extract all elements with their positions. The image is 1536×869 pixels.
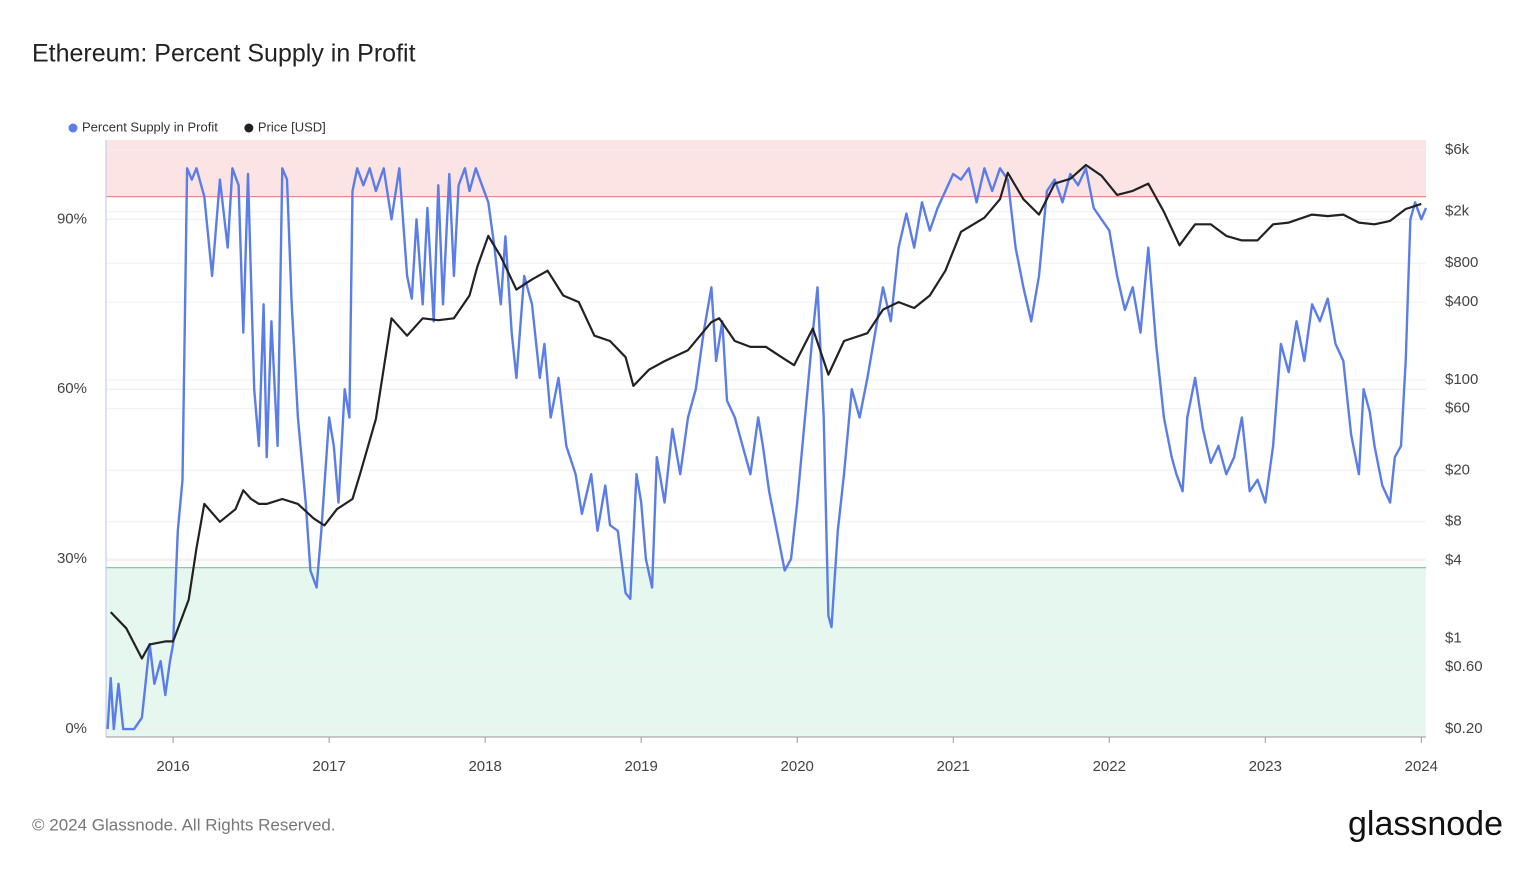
upper-band <box>106 140 1426 197</box>
x-tick-label: 2017 <box>312 758 345 775</box>
y2-tick-label: $8 <box>1445 513 1462 530</box>
series-line <box>106 167 1428 731</box>
y-tick-label: 60% <box>57 380 87 397</box>
y2-tick-label: $800 <box>1445 254 1478 271</box>
x-tick-label: 2024 <box>1405 758 1438 775</box>
lower-band <box>106 567 1426 737</box>
y-tick-label: 30% <box>57 550 87 567</box>
y2-tick-label: $4 <box>1445 552 1462 569</box>
x-tick-label: 2016 <box>156 758 189 775</box>
y2-tick-label: $2k <box>1445 203 1470 220</box>
footer: © 2024 Glassnode. All Rights Reserved. <box>32 815 336 834</box>
y2-tick-label: $100 <box>1445 371 1478 388</box>
brand-logo: glassnode <box>1348 805 1503 843</box>
chart-title: Ethereum: Percent Supply in Profit <box>32 40 416 68</box>
y2-tick-label: $400 <box>1445 293 1478 310</box>
x-tick-label: 2018 <box>468 758 501 775</box>
x-tick-label: 2023 <box>1249 758 1282 775</box>
y2-tick-label: $0.60 <box>1445 658 1483 675</box>
x-tick-label: 2020 <box>781 758 814 775</box>
legend-label: Percent Supply in Profit <box>82 119 218 134</box>
y2-tick-label: $6k <box>1445 141 1470 158</box>
series-line <box>109 163 1422 660</box>
x-tick-label: 2021 <box>937 758 970 775</box>
x-tick-label: 2019 <box>624 758 657 775</box>
y2-tick-label: $60 <box>1445 400 1470 417</box>
y2-tick-label: $0.20 <box>1445 720 1483 737</box>
y-tick-label: 90% <box>57 210 87 227</box>
legend-label: Price [USD] <box>258 119 326 134</box>
y2-tick-label: $20 <box>1445 461 1470 478</box>
y2-tick-label: $1 <box>1445 629 1462 646</box>
x-tick-label: 2022 <box>1093 758 1126 775</box>
y-tick-label: 0% <box>65 720 87 737</box>
legend-marker <box>244 123 254 133</box>
legend-marker <box>68 123 78 133</box>
